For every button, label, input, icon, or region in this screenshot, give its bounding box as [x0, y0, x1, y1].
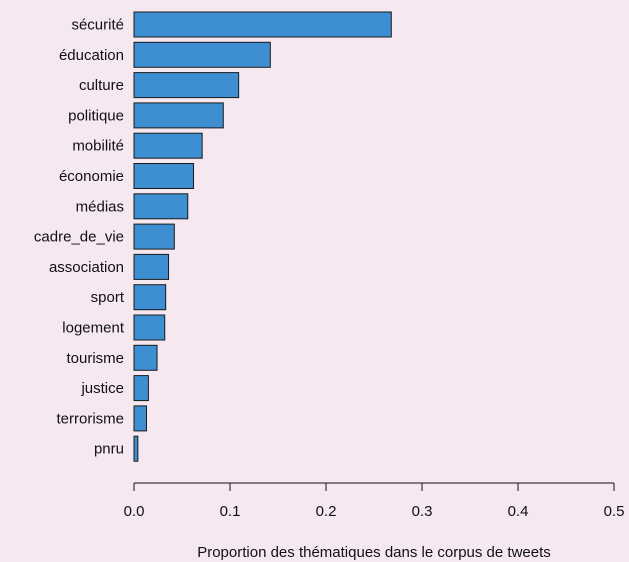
bar-pnru [133, 435, 139, 462]
bar-justice [133, 375, 149, 402]
category-labels: sécurité éducation culture politique mobilit… [34, 17, 125, 458]
bar-médias [133, 193, 189, 220]
bar-logement [133, 314, 166, 341]
category-label: logement [62, 320, 125, 337]
x-tick-label: 0.5 [604, 503, 625, 520]
bar-politique [133, 102, 224, 129]
category-label: cadre_de_vie [34, 229, 124, 246]
bar-mobilité [133, 132, 203, 159]
bar-association [133, 253, 170, 280]
x-tick-label: 0.1 [220, 503, 241, 520]
category-label: politique [68, 107, 124, 124]
category-label: mobilité [72, 138, 124, 155]
bar-éducation [133, 41, 271, 68]
bar-culture [133, 72, 240, 99]
category-label: médias [76, 198, 124, 215]
x-tick-label: 0.2 [316, 503, 337, 520]
category-label: terrorisme [56, 410, 124, 427]
x-tick-label: 0.3 [412, 503, 433, 520]
bar-économie [133, 163, 195, 189]
category-label: tourisme [66, 350, 124, 367]
bar-terrorisme [133, 405, 147, 432]
category-label: sport [91, 289, 125, 306]
category-label: justice [80, 380, 124, 397]
category-label: économie [59, 168, 124, 185]
x-axis-title: Proportion des thématiques dans le corpu… [197, 544, 551, 561]
category-label: pnru [94, 441, 124, 458]
category-label: sécurité [71, 17, 124, 34]
x-tick-label: 0.0 [124, 503, 145, 520]
bar-cadre_de_vie [133, 223, 175, 250]
bars-group [133, 11, 392, 462]
category-label: association [49, 259, 124, 276]
bar-tourisme [133, 344, 158, 371]
x-tick-label: 0.4 [508, 503, 529, 520]
x-axis: 0.0 0.1 0.2 0.3 0.4 0.5 [124, 482, 625, 520]
bar-sécurité [133, 11, 392, 38]
category-label: culture [79, 77, 124, 94]
bar-sport [133, 284, 167, 311]
category-label: éducation [59, 47, 124, 64]
